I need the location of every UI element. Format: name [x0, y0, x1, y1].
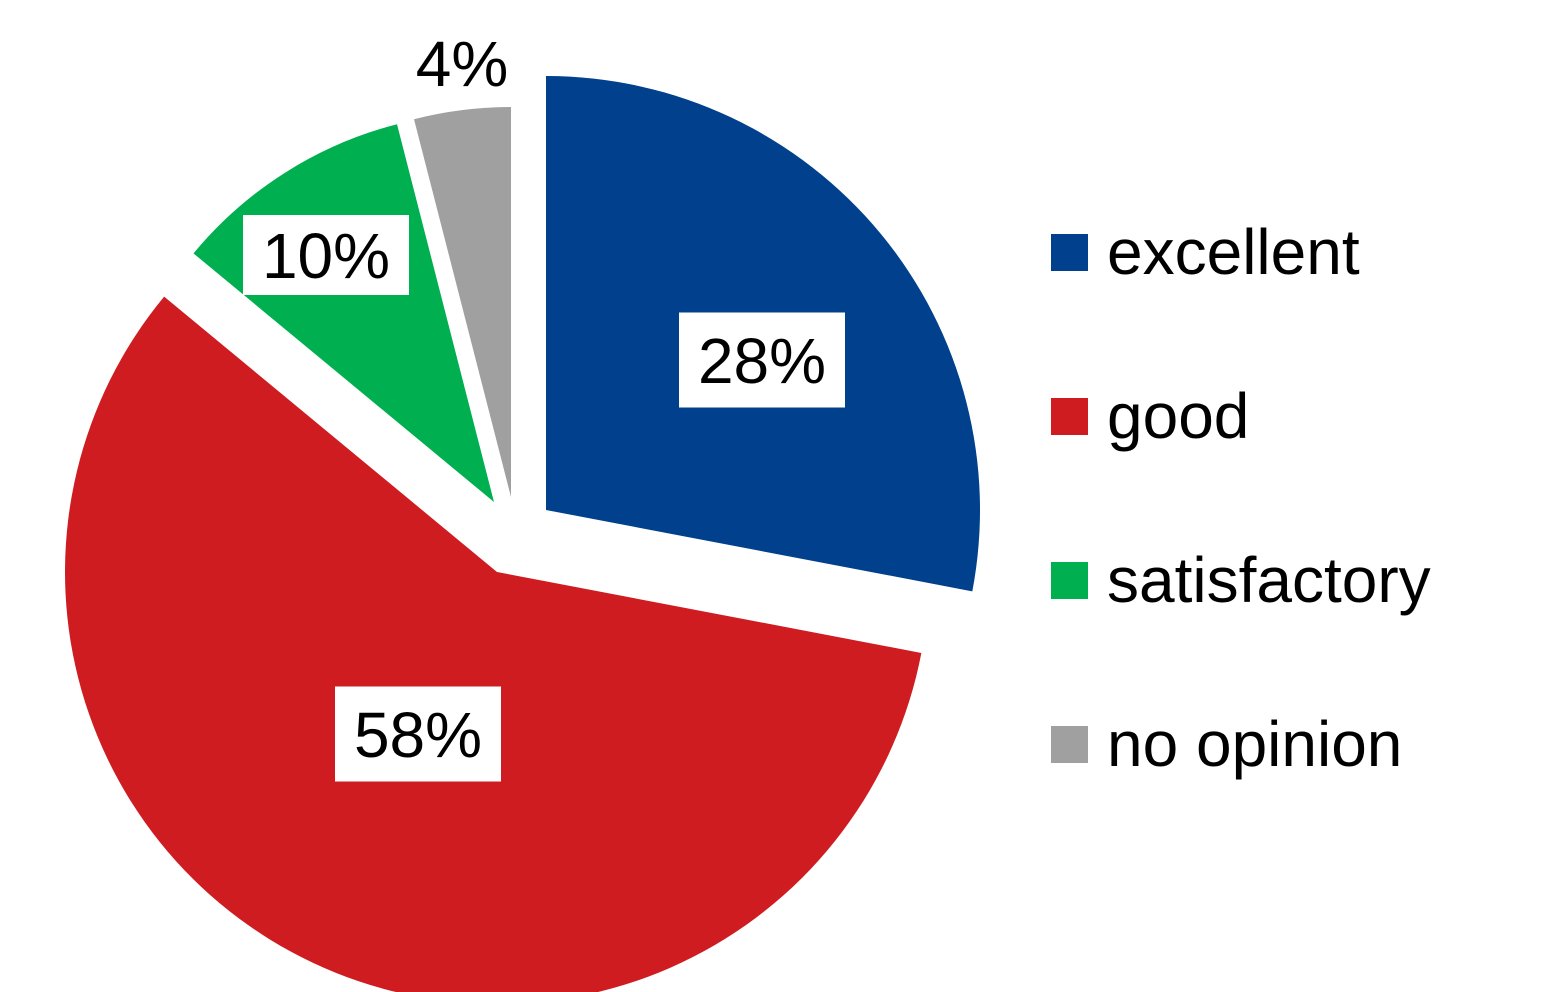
pie-slice-good: [65, 296, 922, 992]
legend-label-satisfactory: satisfactory: [1107, 544, 1431, 616]
legend-swatch-satisfactory: [1051, 562, 1088, 599]
data-label-no-opinion: 4%: [416, 28, 509, 100]
legend-swatch-no-opinion: [1051, 726, 1088, 763]
chart-legend: excellent good satisfactory no opinion: [1051, 216, 1531, 878]
data-label-text-no-opinion: 4%: [416, 28, 509, 100]
legend-item-no-opinion: no opinion: [1051, 708, 1531, 878]
legend-label-excellent: excellent: [1107, 216, 1360, 288]
data-label-box-excellent: [679, 312, 845, 408]
legend-label-no-opinion: no opinion: [1107, 708, 1403, 780]
data-label-text-good: 58%: [354, 699, 482, 771]
legend-item-good: good: [1051, 380, 1531, 550]
pie-slice-no-opinion: [414, 107, 511, 497]
data-label-box-satisfactory: [243, 215, 409, 295]
data-label-box-good: [335, 686, 501, 782]
legend-swatch-excellent: [1051, 234, 1088, 271]
data-label-text-excellent: 28%: [698, 325, 826, 397]
legend-item-excellent: excellent: [1051, 216, 1531, 386]
legend-label-good: good: [1107, 380, 1250, 452]
legend-item-satisfactory: satisfactory: [1051, 544, 1531, 714]
legend-swatch-good: [1051, 398, 1088, 435]
data-label-excellent: 28%: [679, 312, 845, 408]
data-label-good: 58%: [335, 686, 501, 782]
data-label-text-satisfactory: 10%: [262, 220, 390, 292]
data-label-satisfactory: 10%: [243, 215, 409, 295]
